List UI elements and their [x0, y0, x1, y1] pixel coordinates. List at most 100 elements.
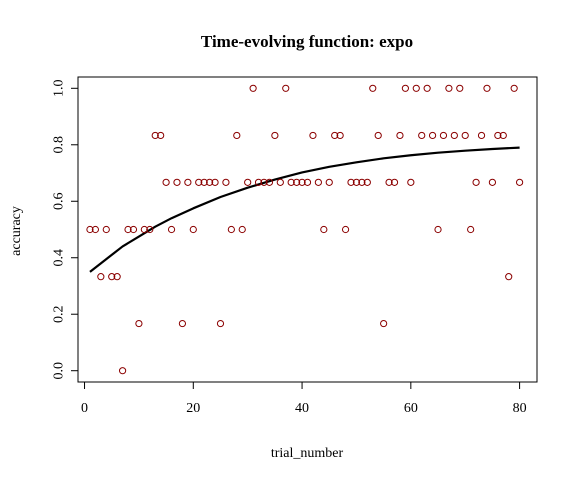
data-point	[380, 319, 388, 328]
data-point	[352, 178, 361, 186]
data-point	[483, 84, 491, 92]
data-point	[456, 84, 464, 92]
data-point	[206, 178, 214, 186]
data-point	[472, 178, 480, 186]
y-tick-label: 1.0	[52, 80, 67, 98]
y-axis-label: accuracy	[9, 206, 24, 256]
data-point	[445, 84, 453, 92]
data-point	[418, 131, 426, 140]
data-point	[222, 178, 230, 186]
x-tick-label: 80	[513, 401, 527, 416]
data-point	[341, 225, 350, 234]
data-point	[450, 131, 458, 140]
data-point	[407, 178, 415, 186]
data-point	[211, 178, 219, 186]
data-point	[162, 178, 170, 186]
x-axis: 0 20 40 60 80	[81, 381, 527, 416]
data-point	[461, 131, 469, 140]
data-point	[499, 131, 507, 140]
data-point	[108, 273, 116, 281]
data-point	[439, 131, 448, 140]
data-point	[260, 178, 268, 186]
data-point	[336, 131, 344, 140]
data-point	[412, 84, 420, 92]
data-point	[140, 225, 148, 234]
data-point	[423, 84, 431, 92]
data-point	[97, 273, 105, 281]
data-point	[369, 84, 377, 92]
data-point	[516, 178, 524, 186]
y-tick-label: 0.8	[52, 136, 67, 154]
data-point	[510, 84, 518, 92]
data-point	[298, 178, 306, 186]
data-point	[331, 131, 339, 140]
data-point	[216, 319, 225, 328]
fitted-curve	[89, 146, 520, 273]
x-tick-label: 0	[81, 401, 88, 416]
data-points-layer	[86, 84, 524, 375]
data-point	[113, 273, 121, 281]
data-point	[434, 225, 442, 234]
data-point	[494, 131, 502, 140]
y-tick-label: 0.0	[52, 362, 67, 380]
x-tick-label: 20	[186, 401, 200, 416]
data-point	[157, 131, 165, 140]
data-point	[86, 225, 94, 234]
data-point	[271, 131, 279, 140]
data-point	[189, 225, 197, 234]
data-point	[238, 225, 246, 234]
data-point	[363, 178, 371, 186]
data-point	[396, 131, 404, 140]
data-point	[293, 178, 301, 186]
data-point	[249, 84, 257, 92]
data-point	[320, 225, 328, 234]
data-point	[124, 225, 132, 234]
x-tick-label: 40	[295, 401, 309, 416]
y-axis: 0.0 0.2 0.4 0.6 0.8 1.0	[52, 80, 79, 380]
data-point	[200, 178, 208, 186]
data-point	[385, 178, 393, 186]
data-point	[151, 131, 159, 140]
data-point	[358, 178, 366, 186]
data-point	[374, 131, 382, 140]
data-point	[276, 178, 284, 186]
data-point	[227, 225, 235, 234]
data-point	[146, 225, 154, 234]
data-point	[428, 131, 437, 140]
data-point	[135, 319, 143, 328]
x-tick-label: 60	[404, 401, 418, 416]
data-point	[184, 178, 192, 186]
data-point	[167, 225, 176, 234]
data-point	[309, 131, 317, 140]
chart-title: Time-evolving function: expo	[201, 32, 413, 51]
data-point	[178, 319, 187, 328]
y-tick-label: 0.4	[52, 249, 67, 267]
data-point	[129, 225, 138, 234]
data-point	[467, 225, 475, 234]
data-point	[325, 178, 333, 186]
data-point	[195, 178, 203, 186]
data-point	[303, 178, 312, 186]
data-point	[102, 225, 110, 234]
data-point	[477, 131, 486, 140]
data-point	[347, 178, 355, 186]
data-point	[282, 84, 290, 92]
data-point	[173, 178, 181, 186]
data-point	[505, 273, 513, 281]
data-point	[233, 131, 241, 140]
data-point	[244, 178, 252, 186]
data-point	[488, 178, 497, 186]
data-point	[390, 178, 399, 186]
fitted-curve-layer	[89, 146, 520, 273]
data-point	[314, 178, 322, 186]
data-point	[265, 178, 274, 186]
x-axis-label: trial_number	[271, 446, 344, 461]
y-tick-label: 0.6	[52, 193, 67, 211]
data-point	[401, 84, 409, 92]
data-point	[287, 178, 295, 186]
y-tick-label: 0.2	[52, 305, 67, 323]
data-point	[91, 225, 100, 234]
data-point	[254, 178, 263, 186]
data-point	[118, 367, 127, 375]
